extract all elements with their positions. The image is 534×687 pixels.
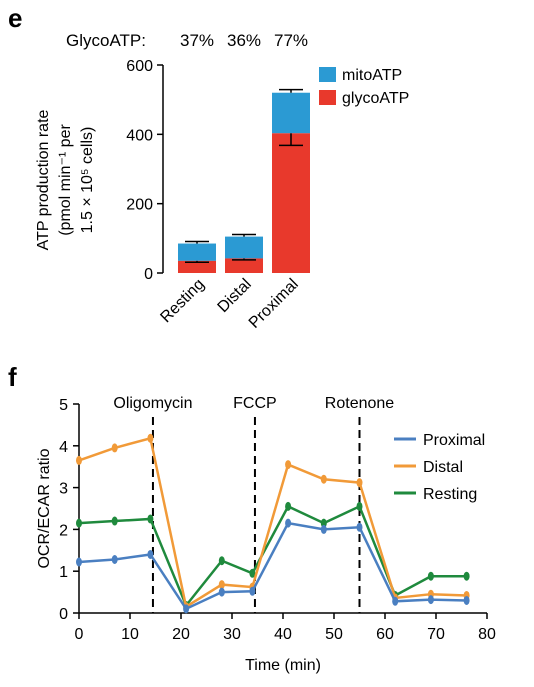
y-tick-label: 400 [126, 127, 153, 144]
x-tick-label: 60 [376, 626, 394, 643]
data-point-proximal [463, 595, 470, 605]
bar-mitoATP-resting [178, 243, 216, 261]
data-point-resting [320, 518, 327, 528]
data-point-resting [427, 571, 434, 581]
data-point-distal [76, 455, 82, 465]
glyco-percent-proximal: 77% [274, 31, 308, 50]
series-line-distal [78, 436, 467, 609]
y-tick-label: 2 [59, 522, 68, 539]
bar-glycoATP-distal [225, 258, 263, 273]
x-tick-label: 30 [223, 626, 241, 643]
data-point-resting [147, 514, 154, 524]
y-tick-label: 600 [126, 58, 153, 75]
legend-label-resting: Resting [423, 486, 477, 503]
data-point-proximal [356, 522, 363, 532]
panel-letter-f: f [8, 362, 17, 392]
panel-e-chart: GlycoATP: 37% 36% 77% 0 200 400 600 ATP producti… [35, 31, 409, 332]
legend-swatch-mitoATP [319, 67, 336, 82]
data-point-resting [356, 501, 363, 511]
bar-mitoATP-proximal [272, 92, 310, 134]
data-point-resting [285, 501, 292, 511]
legend-label-mitoATP: mitoATP [342, 67, 402, 84]
panel-letter-e: e [8, 3, 22, 33]
data-point-proximal [320, 524, 327, 534]
bar-glycoATP-proximal [272, 133, 310, 273]
data-point-distal [147, 433, 154, 443]
data-point-distal [320, 474, 327, 484]
series-line-resting [78, 504, 467, 608]
y-tick-label: 0 [144, 266, 153, 283]
glyco-percent-distal: 36% [227, 31, 261, 50]
series-line-proximal [78, 521, 467, 611]
data-point-proximal [392, 596, 399, 606]
glyco-percent-resting: 37% [180, 31, 214, 50]
injection-label-oligomycin: Oligomycin [113, 395, 192, 412]
data-point-proximal [76, 557, 82, 567]
data-point-resting [249, 568, 256, 578]
injection-label-rotenone: Rotenone [325, 395, 394, 412]
data-point-distal [111, 443, 118, 453]
x-tick-label: 80 [478, 626, 496, 643]
y-tick-label: 3 [59, 481, 68, 498]
data-point-proximal [183, 604, 190, 614]
data-point-distal [285, 460, 292, 470]
y-axis-title-line-3: 1.5 × 10⁵ cells) [79, 127, 96, 234]
bar-glycoATP-resting [178, 260, 216, 273]
category-label-proximal: Proximal [246, 276, 302, 332]
y-tick-label: 4 [59, 439, 68, 456]
data-point-proximal [427, 595, 434, 605]
data-point-resting [111, 516, 118, 526]
legend-label-distal: Distal [423, 459, 463, 476]
legend-swatch-glycoATP [319, 90, 336, 105]
y-tick-label: 200 [126, 197, 153, 214]
category-label-distal: Distal [215, 276, 255, 316]
x-tick-label: 10 [121, 626, 139, 643]
legend-label-glycoATP: glycoATP [342, 90, 409, 107]
x-tick-label: 20 [172, 626, 190, 643]
y-tick-label: 0 [59, 606, 68, 623]
x-tick-label: 70 [427, 626, 445, 643]
injection-label-fccp: FCCP [233, 395, 277, 412]
data-point-resting [218, 556, 225, 566]
x-tick-label: 0 [75, 626, 84, 643]
legend-label-proximal: Proximal [423, 432, 485, 449]
data-point-resting [76, 518, 82, 528]
y-tick-label: 5 [59, 397, 68, 414]
y-axis-title: OCR/ECAR ratio [36, 448, 53, 568]
data-point-proximal [285, 518, 292, 528]
y-tick-label: 1 [59, 564, 68, 581]
data-point-proximal [249, 586, 256, 596]
y-axis-title-line-2: (pmol min⁻¹ per [57, 124, 74, 236]
data-point-resting [463, 571, 470, 581]
data-point-proximal [147, 549, 154, 559]
y-axis-title-line-1: ATP production rate [35, 109, 52, 250]
data-point-distal [356, 478, 363, 488]
data-point-proximal [218, 587, 225, 597]
data-point-distal [218, 580, 225, 590]
category-label-resting: Resting [157, 276, 207, 326]
x-axis-title: Time (min) [245, 657, 321, 674]
x-tick-label: 50 [325, 626, 343, 643]
glyco-label: GlycoATP: [66, 31, 146, 50]
bar-mitoATP-distal [225, 236, 263, 259]
x-tick-label: 40 [274, 626, 292, 643]
data-point-proximal [111, 554, 118, 564]
